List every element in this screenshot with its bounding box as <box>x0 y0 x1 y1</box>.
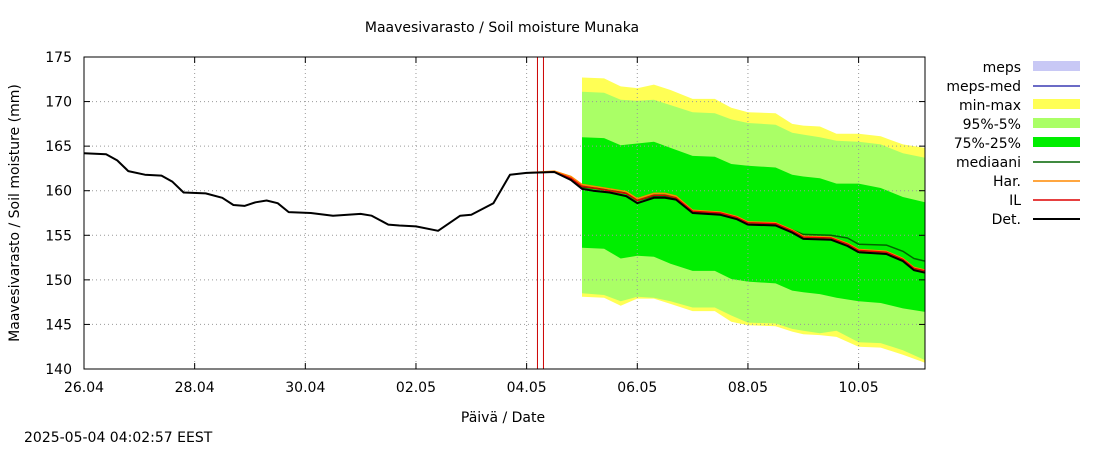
series-il-line <box>526 171 926 272</box>
legend-swatch-min-max <box>1033 99 1080 109</box>
y-tick-label: 145 <box>45 317 72 333</box>
forecast-bands <box>582 77 925 363</box>
chart-title: Maavesivarasto / Soil moisture Munaka <box>365 20 639 36</box>
x-tick-label: 30.04 <box>285 380 325 396</box>
legend-label-det: Det. <box>992 212 1021 228</box>
legend-label-meps: meps <box>983 60 1021 76</box>
timestamp: 2025-05-04 04:02:57 EEST <box>24 430 213 446</box>
y-tick-label: 150 <box>45 273 72 289</box>
x-tick-label: 06.05 <box>617 380 657 396</box>
y-tick-label: 165 <box>45 139 72 155</box>
y-tick-label: 170 <box>45 95 72 111</box>
legend-label-min-max: min-max <box>959 98 1021 114</box>
y-axis-label: Maavesivarasto / Soil moisture (mm) <box>7 84 23 342</box>
legend-swatch-75-25 <box>1033 137 1080 147</box>
grid-lines <box>84 57 925 369</box>
series-det-line <box>83 152 926 274</box>
x-axis-label: Päivä / Date <box>461 410 545 426</box>
axis-ticks: 140 145 150 155 160 165 170 175 26.04 28.04 30.04 0… <box>45 50 925 396</box>
x-tick-label: 02.05 <box>396 380 436 396</box>
series-lines <box>83 152 926 274</box>
x-tick-label: 08.05 <box>728 380 768 396</box>
legend-label-har: Har. <box>993 174 1021 190</box>
x-tick-label: 04.05 <box>507 380 547 396</box>
y-tick-label: 160 <box>45 184 72 200</box>
legend-swatch-meps <box>1033 61 1080 71</box>
x-tick-label: 26.04 <box>64 380 104 396</box>
legend-label-mediaani: mediaani <box>956 155 1021 171</box>
legend-label-meps-med: meps-med <box>946 79 1021 95</box>
legend-swatch-95-5 <box>1033 118 1080 128</box>
legend-label-il: IL <box>1009 193 1021 209</box>
legend-label-75-25: 75%-25% <box>954 136 1021 152</box>
y-tick-label: 140 <box>45 362 72 378</box>
plot-frame <box>83 56 926 370</box>
y-tick-label: 175 <box>45 50 72 66</box>
legend-label-95-5: 95%-5% <box>963 117 1021 133</box>
x-tick-label: 28.04 <box>175 380 215 396</box>
series-har-line <box>526 170 926 271</box>
legend: meps meps-med min-max 95%-5% 75%-25% mediaani… <box>946 60 1080 228</box>
x-tick-label: 10.05 <box>839 380 879 396</box>
y-tick-label: 155 <box>45 228 72 244</box>
